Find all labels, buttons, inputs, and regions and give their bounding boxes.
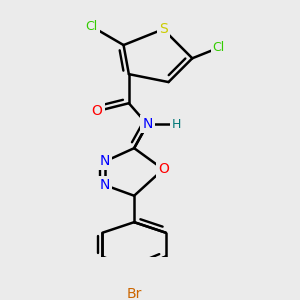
- Text: N: N: [100, 154, 110, 168]
- Text: N: N: [142, 117, 152, 131]
- Text: Br: Br: [127, 286, 142, 300]
- Text: O: O: [158, 162, 169, 176]
- Text: O: O: [92, 104, 103, 118]
- Text: N: N: [100, 178, 110, 192]
- Text: Cl: Cl: [86, 20, 98, 33]
- Text: Cl: Cl: [213, 41, 225, 54]
- Text: S: S: [159, 22, 168, 36]
- Text: H: H: [172, 118, 181, 131]
